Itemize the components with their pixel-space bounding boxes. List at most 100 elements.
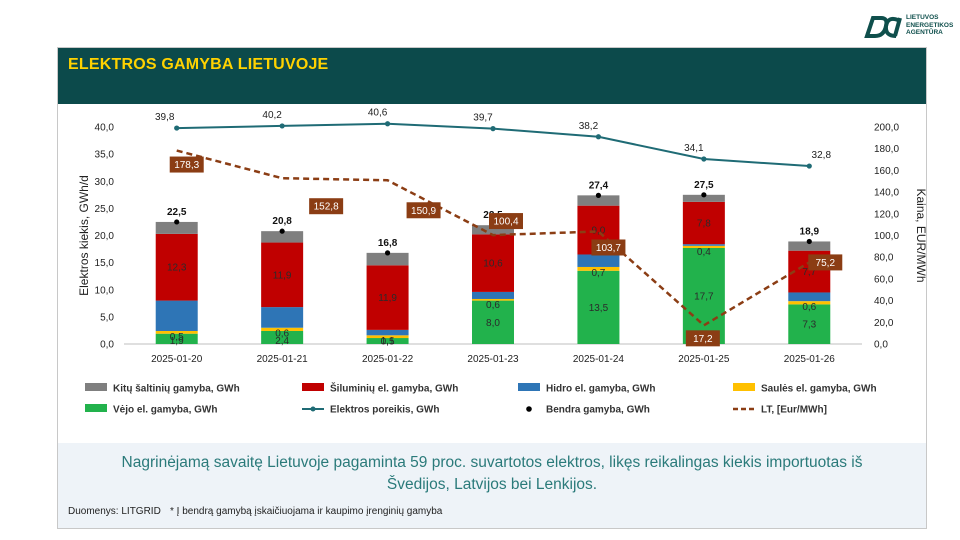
demand-label: 40,6 bbox=[368, 108, 388, 119]
summary-text: Nagrinėjamą savaitę Lietuvoje pagaminta … bbox=[121, 454, 863, 493]
bar-other bbox=[788, 241, 831, 251]
bar-thermal bbox=[366, 265, 409, 330]
demand-label: 39,7 bbox=[473, 113, 493, 124]
demand-label: 32,8 bbox=[812, 150, 832, 161]
brand-logo bbox=[864, 12, 956, 42]
total-label: 20,8 bbox=[272, 216, 292, 227]
demand-point bbox=[279, 123, 285, 129]
price-label: 152,8 bbox=[314, 202, 339, 213]
brand-line: AGENTŪRA bbox=[906, 29, 943, 36]
bar-other bbox=[155, 221, 198, 234]
x-tick-label: 2025-01-21 bbox=[257, 354, 309, 365]
price-label-box bbox=[591, 239, 626, 256]
title-bar: ELEKTROS GAMYBA LIETUVOJE bbox=[58, 48, 926, 104]
bar-solar bbox=[261, 327, 304, 331]
data-label-wind: 7,3 bbox=[802, 320, 816, 331]
price-line bbox=[176, 149, 810, 327]
bar-solar bbox=[155, 330, 198, 334]
y-tick-label: 0,0 bbox=[100, 340, 114, 351]
price-label: 103,7 bbox=[596, 243, 621, 254]
total-point bbox=[384, 250, 391, 256]
demand-point bbox=[490, 126, 496, 132]
legend-label-other: Kitų šaltinių gamyba, GWh bbox=[113, 384, 240, 395]
total-label: 18,9 bbox=[800, 226, 820, 237]
y-tick-label: 15,0 bbox=[95, 258, 115, 269]
data-label-wind: 8,0 bbox=[486, 318, 500, 329]
data-label-wind: 1,1 bbox=[381, 336, 395, 347]
legend-label-total: Bendra gamyba, GWh bbox=[546, 405, 650, 416]
demand-label: 34,1 bbox=[684, 143, 704, 154]
bar-other bbox=[682, 194, 725, 202]
y-tick-label: 30,0 bbox=[95, 177, 115, 188]
legend-marker-demand bbox=[310, 406, 316, 412]
bar-solar bbox=[366, 335, 409, 339]
total-label: 27,4 bbox=[589, 180, 609, 191]
total-point bbox=[279, 228, 285, 234]
y-tick-label: 35,0 bbox=[95, 150, 115, 161]
price-label: 100,4 bbox=[493, 217, 518, 228]
bar-hydro bbox=[261, 307, 304, 328]
data-label-thermal: 7,7 bbox=[802, 267, 816, 278]
price-label-box bbox=[685, 330, 720, 347]
demand-point bbox=[806, 163, 812, 169]
data-label-wind: 13,5 bbox=[589, 303, 609, 314]
data-label-solar: 0,6 bbox=[275, 329, 289, 340]
total-point bbox=[174, 219, 180, 225]
bar-solar bbox=[682, 245, 725, 248]
y2-tick-label: 80,0 bbox=[874, 253, 894, 264]
demand-point bbox=[384, 121, 391, 127]
legend-swatch-other bbox=[85, 383, 107, 391]
price-label-box bbox=[808, 254, 843, 271]
x-tick-label: 2025-01-22 bbox=[362, 354, 414, 365]
brand-line: ENERGETIKOS bbox=[906, 21, 954, 29]
y-tick-label: 20,0 bbox=[95, 231, 115, 242]
legend-label-price: LT, [Eur/MWh] bbox=[761, 405, 827, 416]
bar-wind bbox=[788, 304, 831, 344]
data-label-wind: 2,4 bbox=[275, 336, 289, 347]
total-point bbox=[806, 238, 812, 245]
bar-solar bbox=[472, 298, 514, 301]
bar-wind bbox=[155, 333, 198, 344]
bar-wind bbox=[682, 247, 725, 344]
total-label: 22,5 bbox=[167, 207, 187, 218]
y-tick-label: 5,0 bbox=[100, 312, 114, 323]
demand-point bbox=[701, 156, 707, 162]
x-tick-label: 2025-01-26 bbox=[784, 354, 836, 365]
source-note: Duomenys: LITGRID bbox=[68, 506, 161, 517]
data-label-thermal: 11,9 bbox=[378, 293, 397, 304]
demand-label: 39,8 bbox=[155, 112, 175, 123]
x-tick-label: 2025-01-23 bbox=[467, 354, 519, 365]
demand-label: 40,2 bbox=[262, 110, 282, 121]
y-tick-label: 40,0 bbox=[95, 123, 115, 134]
price-label: 178,3 bbox=[174, 160, 199, 171]
bar-wind bbox=[577, 270, 620, 344]
y2-axis-label: Kaina, EUR/MWh bbox=[914, 188, 928, 282]
total-label: 27,5 bbox=[694, 180, 714, 191]
x-tick-label: 2025-01-20 bbox=[151, 354, 203, 365]
page-title: ELEKTROS GAMYBA LIETUVOJE bbox=[68, 56, 329, 73]
data-label-solar: 0,4 bbox=[697, 247, 711, 258]
x-tick-label: 2025-01-24 bbox=[573, 354, 625, 365]
bar-other bbox=[577, 195, 620, 206]
y-axis-label: Elektros kiekis, GWh/d bbox=[77, 175, 91, 296]
y2-tick-label: 20,0 bbox=[874, 318, 894, 329]
legend-label-wind: Vėjo el. gamyba, GWh bbox=[113, 405, 217, 416]
y-tick-label: 10,0 bbox=[95, 285, 115, 296]
legend-label-hydro: Hidro el. gamyba, GWh bbox=[546, 384, 655, 395]
bar-wind bbox=[472, 300, 514, 344]
y2-tick-label: 100,0 bbox=[874, 231, 899, 242]
brand-name: LIETUVOS ENERGETIKOS AGENTŪRA bbox=[906, 14, 953, 37]
y2-tick-label: 120,0 bbox=[874, 209, 899, 220]
price-label-box bbox=[309, 198, 344, 215]
data-label-wind: 17,7 bbox=[694, 291, 714, 302]
y2-tick-label: 180,0 bbox=[874, 144, 899, 155]
bar-solar bbox=[788, 301, 831, 305]
data-label-thermal: 10,6 bbox=[483, 259, 503, 270]
y2-tick-label: 160,0 bbox=[874, 166, 899, 177]
bar-solar bbox=[577, 266, 620, 271]
bar-thermal bbox=[682, 201, 725, 245]
legend-label-thermal: Šiluminių el. gamyba, GWh bbox=[330, 382, 458, 395]
bar-hydro bbox=[155, 300, 198, 331]
legend-label-solar: Saulės el. gamyba, GWh bbox=[761, 384, 877, 395]
